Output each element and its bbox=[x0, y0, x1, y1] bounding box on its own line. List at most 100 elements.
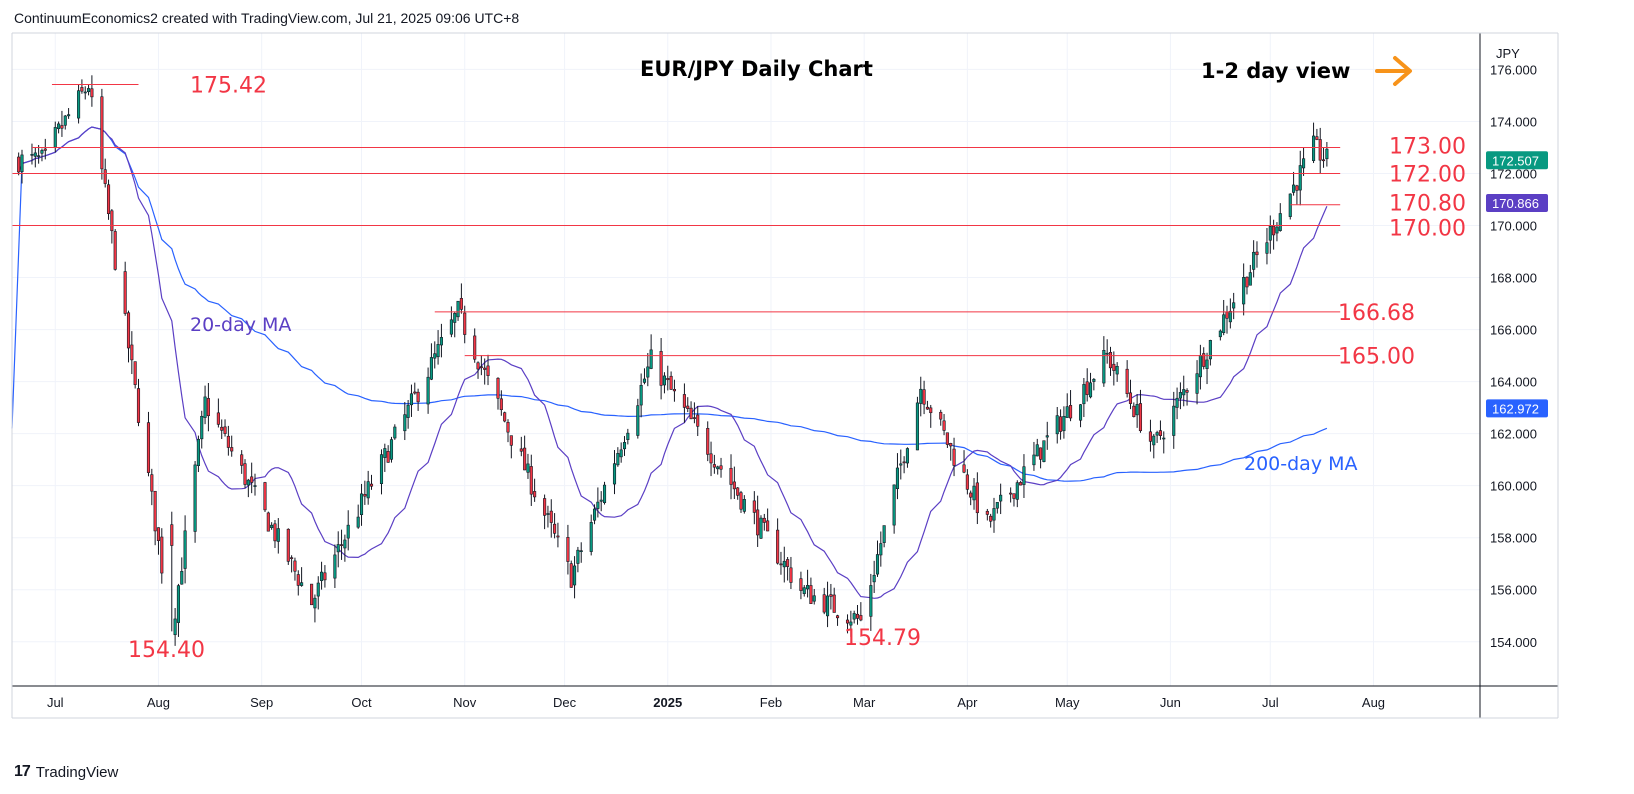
candle bbox=[136, 378, 141, 427]
candle-body bbox=[669, 375, 673, 390]
grid bbox=[12, 33, 1480, 686]
candle bbox=[892, 484, 896, 534]
candle-body bbox=[33, 152, 37, 157]
candle bbox=[80, 79, 84, 94]
candle bbox=[1062, 406, 1066, 439]
x-tick-label: Aug bbox=[1362, 695, 1385, 710]
candle bbox=[1272, 219, 1276, 250]
candle bbox=[659, 337, 663, 400]
candle-body bbox=[782, 560, 786, 568]
candle-body bbox=[300, 582, 304, 586]
candle-body bbox=[573, 565, 577, 586]
candle bbox=[226, 425, 230, 456]
candle bbox=[569, 560, 573, 588]
candle bbox=[1185, 388, 1189, 406]
candle bbox=[882, 525, 886, 548]
candle-body bbox=[506, 421, 510, 433]
candle bbox=[300, 567, 304, 587]
candle bbox=[416, 388, 420, 411]
candle-body bbox=[789, 567, 793, 583]
candle-body bbox=[336, 544, 340, 553]
candle-body bbox=[496, 377, 500, 399]
candle bbox=[333, 544, 337, 589]
x-tick-label: Dec bbox=[553, 695, 577, 710]
candle bbox=[806, 569, 810, 598]
candle-body bbox=[193, 464, 197, 532]
candle bbox=[919, 376, 923, 417]
candle bbox=[20, 149, 24, 184]
candle-body bbox=[1252, 251, 1256, 270]
candle-body bbox=[67, 114, 71, 117]
candle bbox=[276, 518, 280, 554]
candle bbox=[290, 555, 294, 573]
candle bbox=[523, 435, 527, 471]
candle bbox=[203, 385, 207, 425]
candle bbox=[612, 450, 617, 495]
candle-body bbox=[483, 367, 487, 370]
candle bbox=[1172, 391, 1176, 449]
candle-body bbox=[30, 154, 34, 156]
candle bbox=[1138, 389, 1143, 433]
candle-body bbox=[1022, 466, 1026, 485]
candle bbox=[1202, 347, 1206, 370]
candle-body bbox=[343, 539, 347, 549]
level-label: 170.00 bbox=[1389, 217, 1466, 242]
candle bbox=[106, 179, 111, 220]
candle bbox=[716, 465, 720, 475]
candle bbox=[130, 331, 134, 375]
footer[interactable]: 17 TradingView bbox=[14, 763, 118, 781]
candle bbox=[852, 610, 856, 624]
candle-body bbox=[619, 449, 623, 458]
candle bbox=[849, 610, 853, 637]
candle bbox=[183, 515, 187, 584]
candle-body bbox=[439, 337, 443, 346]
candle bbox=[566, 524, 570, 575]
candle-body bbox=[426, 376, 430, 405]
candle bbox=[1252, 240, 1256, 278]
candle-body bbox=[203, 396, 207, 418]
level-label: 166.68 bbox=[1338, 301, 1415, 326]
candle bbox=[433, 341, 437, 369]
candle-body bbox=[662, 375, 666, 386]
candle-body bbox=[113, 231, 117, 270]
candle bbox=[506, 419, 510, 443]
candle-body bbox=[579, 550, 583, 552]
candle-body bbox=[57, 123, 61, 130]
candle bbox=[126, 310, 131, 363]
candle bbox=[915, 396, 919, 451]
candle-body bbox=[146, 422, 151, 473]
candle-body bbox=[799, 578, 803, 591]
candle-body bbox=[37, 155, 41, 157]
candle bbox=[1222, 299, 1226, 336]
candle bbox=[389, 436, 394, 463]
level-label: 173.00 bbox=[1389, 134, 1466, 159]
candle-body bbox=[333, 554, 337, 579]
candle bbox=[756, 495, 760, 547]
candle bbox=[599, 491, 603, 512]
candle bbox=[969, 490, 973, 506]
candle-body bbox=[616, 453, 620, 466]
x-tick-label: Sep bbox=[250, 695, 273, 710]
candle-body bbox=[922, 389, 926, 405]
candle-body bbox=[686, 405, 690, 409]
level-label: 170.80 bbox=[1389, 192, 1466, 217]
candle-body bbox=[666, 378, 670, 381]
axes: 176.000 174.000 172.000 170.000 168.000 166.0… bbox=[11, 32, 1559, 719]
candle-body bbox=[63, 115, 67, 126]
candle bbox=[1265, 227, 1269, 265]
candle bbox=[1112, 351, 1116, 386]
candle-body bbox=[845, 619, 850, 624]
candle-body bbox=[879, 543, 883, 556]
candle-body bbox=[356, 516, 360, 528]
candle bbox=[459, 283, 463, 314]
candle-body bbox=[829, 594, 833, 597]
candle bbox=[1245, 276, 1249, 295]
candle bbox=[579, 542, 583, 563]
candle bbox=[1148, 419, 1152, 452]
candle bbox=[899, 449, 903, 480]
candle bbox=[316, 576, 320, 610]
candle bbox=[253, 473, 257, 496]
candle bbox=[732, 466, 736, 499]
candle-body bbox=[1039, 447, 1043, 460]
